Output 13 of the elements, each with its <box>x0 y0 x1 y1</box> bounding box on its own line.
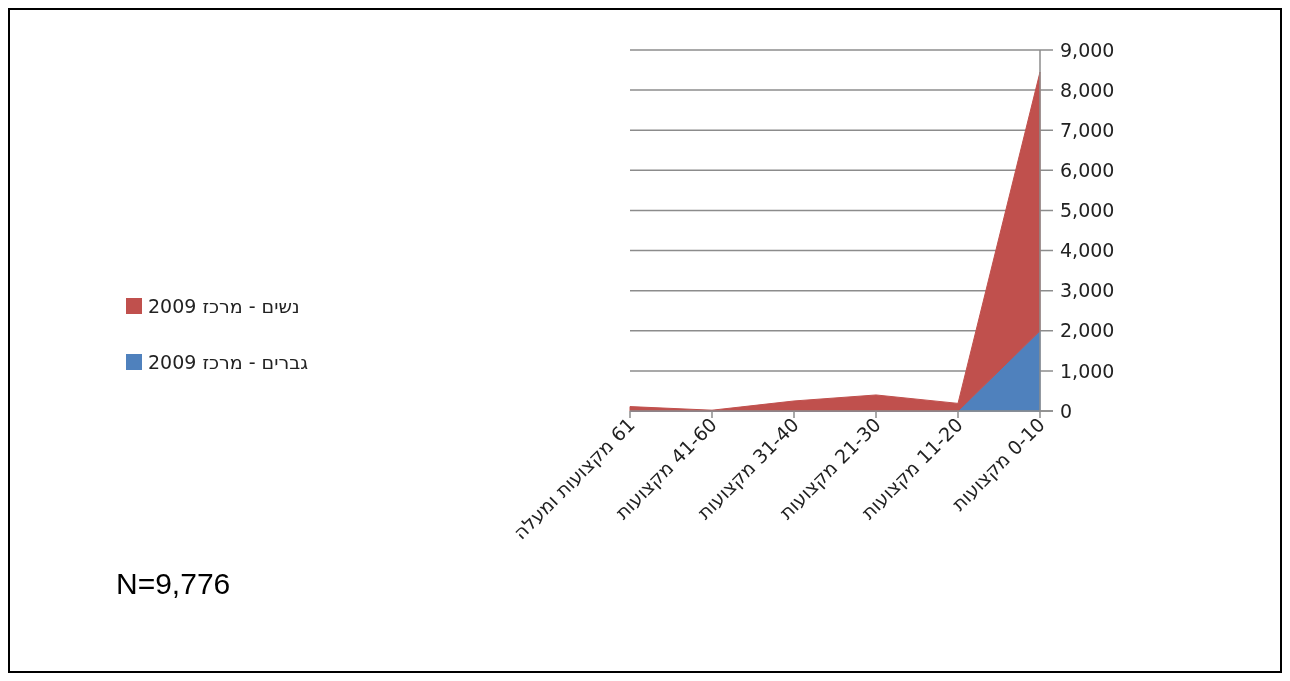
y-tick-label: 0 <box>1060 399 1073 422</box>
y-tick-label: 3,000 <box>1060 279 1115 302</box>
y-tick-label: 2,000 <box>1060 319 1115 342</box>
y-tick-label: 7,000 <box>1060 118 1115 141</box>
y-tick-label: 6,000 <box>1060 158 1115 181</box>
y-tick-label: 4,000 <box>1060 239 1115 262</box>
legend-label: גברים - מרכז 2009 <box>148 350 309 373</box>
y-tick-label: 5,000 <box>1060 199 1115 222</box>
legend-label: נשים - מרכז 2009 <box>148 294 300 317</box>
y-tick-label: 9,000 <box>1060 38 1115 61</box>
y-tick-label: 1,000 <box>1060 359 1115 382</box>
text: N=9,776 <box>116 567 231 600</box>
y-tick-label: 8,000 <box>1060 78 1115 101</box>
